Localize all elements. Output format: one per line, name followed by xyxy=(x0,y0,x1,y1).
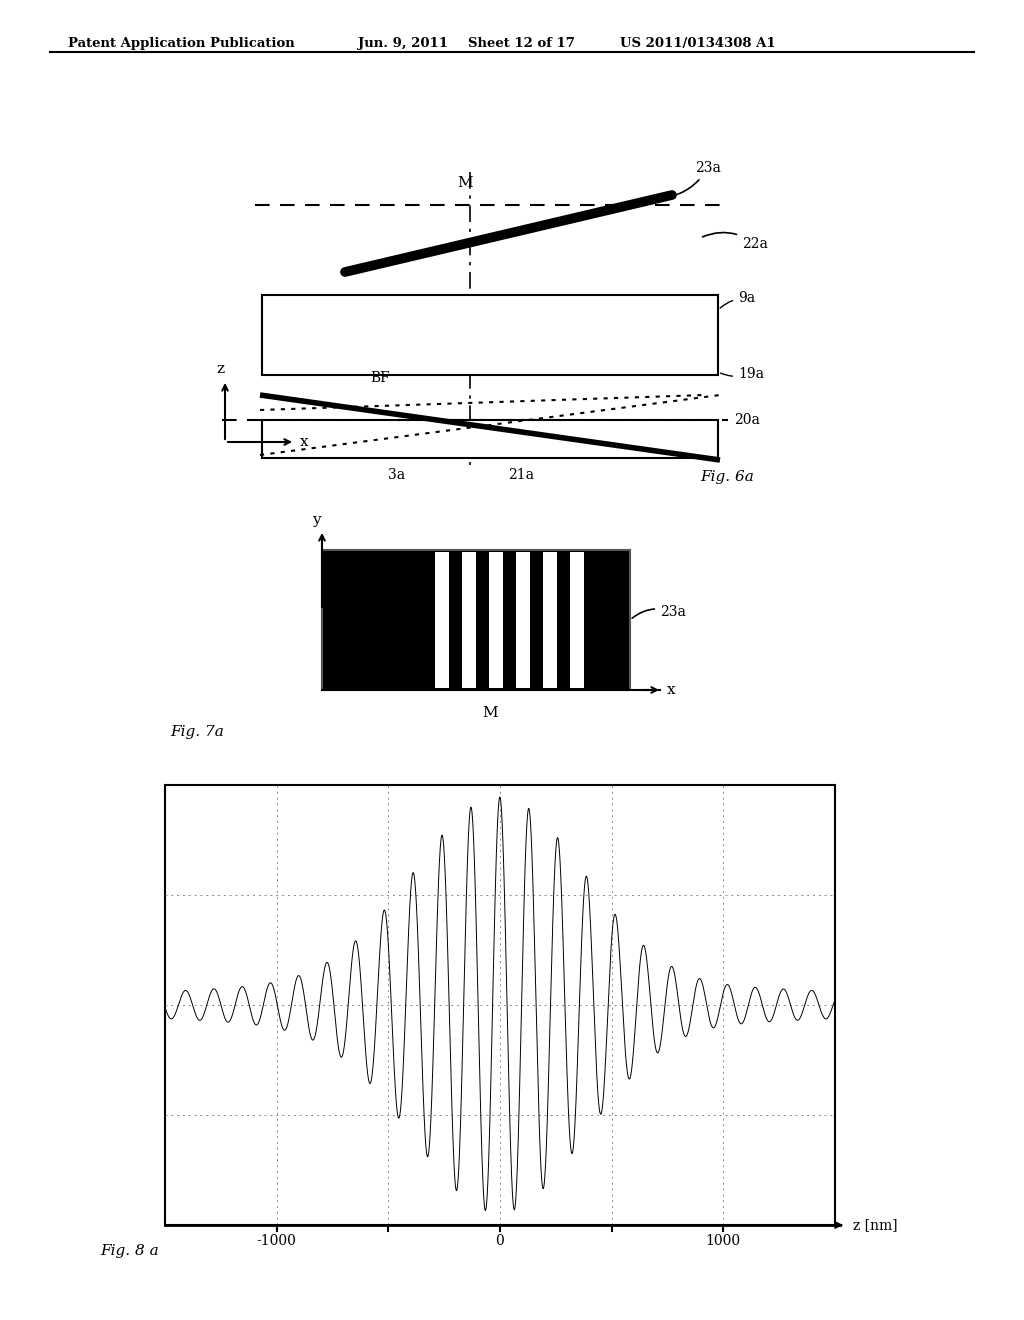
Bar xyxy=(462,552,476,688)
Text: 3a: 3a xyxy=(388,469,406,482)
Text: 20a: 20a xyxy=(734,413,760,426)
Text: Patent Application Publication: Patent Application Publication xyxy=(68,37,295,50)
Bar xyxy=(322,550,630,690)
Bar xyxy=(435,552,449,688)
Bar xyxy=(489,552,503,688)
Text: Jun. 9, 2011: Jun. 9, 2011 xyxy=(358,37,449,50)
Text: Fig. 6a: Fig. 6a xyxy=(700,470,754,484)
Bar xyxy=(543,552,557,688)
Text: 9a: 9a xyxy=(720,290,755,308)
Bar xyxy=(262,294,718,375)
Text: x: x xyxy=(300,436,308,449)
Text: -1000: -1000 xyxy=(257,1234,297,1247)
Bar xyxy=(262,420,718,458)
Text: Fig. 8 a: Fig. 8 a xyxy=(100,1243,159,1258)
Text: 1000: 1000 xyxy=(706,1234,741,1247)
Text: 21a: 21a xyxy=(508,469,534,482)
Text: Fig. 7a: Fig. 7a xyxy=(170,725,224,739)
Text: M: M xyxy=(482,706,498,719)
Text: Sheet 12 of 17: Sheet 12 of 17 xyxy=(468,37,574,50)
Bar xyxy=(516,552,530,688)
Text: M: M xyxy=(457,176,473,190)
Text: 19a: 19a xyxy=(721,367,764,381)
Text: 0: 0 xyxy=(496,1234,505,1247)
Text: 22a: 22a xyxy=(702,232,768,251)
Bar xyxy=(165,785,835,1225)
Text: z [nm]: z [nm] xyxy=(853,1218,898,1232)
Text: 23a: 23a xyxy=(632,605,686,619)
Text: x: x xyxy=(667,682,676,697)
Text: 23a: 23a xyxy=(652,161,721,198)
Text: z: z xyxy=(216,362,224,376)
Text: US 2011/0134308 A1: US 2011/0134308 A1 xyxy=(620,37,775,50)
Text: BF: BF xyxy=(370,371,390,385)
Bar xyxy=(570,552,584,688)
Text: y: y xyxy=(311,513,321,527)
